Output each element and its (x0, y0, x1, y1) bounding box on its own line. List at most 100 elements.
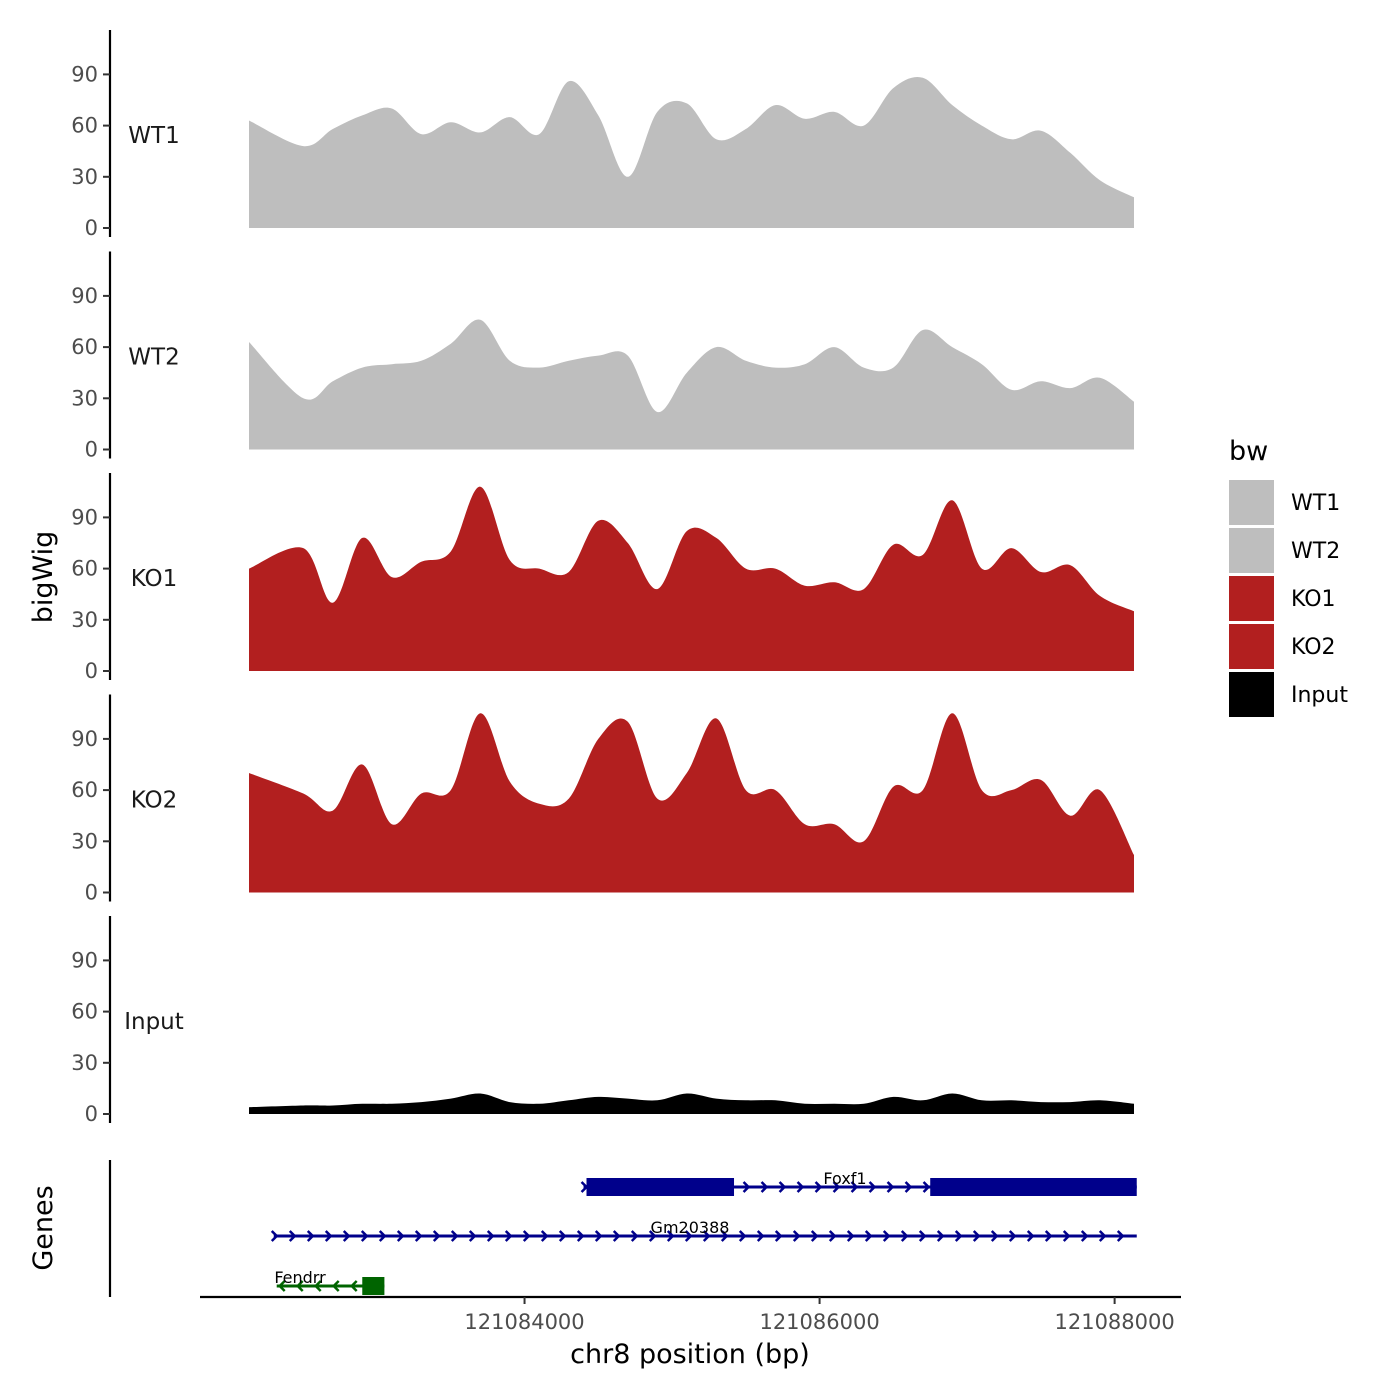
legend-key-ko1 (1229, 576, 1274, 621)
track-label-wt1: WT1 (128, 123, 179, 149)
y-tick-label: 90 (71, 727, 98, 751)
gene-label: Gm20388 (651, 1218, 730, 1237)
strand-arrow (886, 1181, 895, 1193)
x-axis: 121084000 121086000 121088000 (200, 1295, 1181, 1334)
legend-label-input: Input (1291, 683, 1348, 708)
legend: bw WT1 WT2 KO1 KO2 Input (1229, 436, 1348, 717)
exon (930, 1178, 1137, 1196)
strand-arrow (1116, 1230, 1125, 1242)
track-panels: 0 30 60 90 WT1 0 30 60 90 WT2 0 30 60 90 KO1 0 30 60 90 KO2… (71, 30, 1134, 1126)
legend-label-wt2: WT2 (1291, 539, 1340, 564)
strand-arrow (666, 1230, 675, 1242)
strand-arrow (324, 1230, 333, 1242)
exon (586, 1178, 735, 1196)
track-label-wt2: WT2 (128, 345, 179, 371)
strand-arrow (594, 1230, 603, 1242)
strand-arrow (796, 1181, 805, 1193)
strand-arrow (900, 1230, 909, 1242)
strand-arrow (868, 1181, 877, 1193)
strand-arrow (432, 1230, 441, 1242)
gene-label: Fendrr (274, 1268, 326, 1287)
y-tick-label: 90 (71, 505, 98, 529)
strand-arrow (1008, 1230, 1017, 1242)
y-tick-label: 90 (71, 284, 98, 308)
strand-arrow (540, 1230, 549, 1242)
x-tick-label: 121084000 (464, 1310, 584, 1334)
strand-arrow (1062, 1230, 1071, 1242)
track-panel-input: 0 30 60 90 Input (71, 916, 1134, 1126)
strand-arrow (295, 1280, 304, 1292)
strand-arrow (277, 1280, 286, 1292)
strand-arrow (558, 1230, 567, 1242)
strand-arrow (846, 1230, 855, 1242)
y-tick-label: 0 (85, 659, 98, 683)
strand-arrow (832, 1181, 841, 1193)
track-label-ko1: KO1 (131, 566, 178, 592)
genes-panel: Foxf1 Gm20388 Fendrr (108, 1160, 1137, 1297)
strand-arrow (378, 1230, 387, 1242)
gene-gm20388: Gm20388 (270, 1218, 1137, 1242)
strand-arrow (1026, 1230, 1035, 1242)
strand-arrow (468, 1230, 477, 1242)
strand-arrow (738, 1230, 747, 1242)
area-ko2 (249, 713, 1134, 893)
area-wt1 (249, 77, 1134, 228)
strand-arrow (774, 1230, 783, 1242)
strand-arrow (648, 1230, 657, 1242)
strand-arrow (702, 1230, 711, 1242)
strand-arrow (349, 1280, 358, 1292)
y-tick-label: 60 (71, 335, 98, 359)
strand-arrow (882, 1230, 891, 1242)
legend-key-wt1 (1229, 480, 1274, 525)
strand-arrow (342, 1230, 351, 1242)
y-tick-label: 90 (71, 948, 98, 972)
strand-arrow (864, 1230, 873, 1242)
legend-label-wt1: WT1 (1291, 491, 1340, 516)
strand-arrow (612, 1230, 621, 1242)
strand-arrow (486, 1230, 495, 1242)
strand-arrow (742, 1181, 751, 1193)
gene-label: Foxf1 (823, 1169, 866, 1188)
legend-label-ko1: KO1 (1291, 587, 1336, 612)
y-tick-label: 0 (85, 1102, 98, 1126)
strand-arrow (414, 1230, 423, 1242)
strand-arrow (954, 1230, 963, 1242)
y-tick-label: 0 (85, 438, 98, 462)
legend-key-ko2 (1229, 624, 1274, 669)
y-tick-label: 30 (71, 608, 98, 632)
strand-arrow (576, 1230, 585, 1242)
strand-arrow (313, 1280, 322, 1292)
y-tick-label: 30 (71, 165, 98, 189)
legend-key-input (1229, 672, 1274, 717)
strand-arrow (814, 1181, 823, 1193)
genes-axis-title: Genes (28, 1185, 59, 1270)
area-input (249, 1093, 1134, 1114)
strand-arrow (792, 1230, 801, 1242)
strand-arrow (450, 1230, 459, 1242)
track-panel-wt1: 0 30 60 90 WT1 (71, 30, 1134, 240)
track-panel-ko1: 0 30 60 90 KO1 (71, 473, 1134, 683)
legend-title: bw (1229, 436, 1268, 467)
x-tick-label: 121088000 (1054, 1310, 1174, 1334)
gene-fendrr: Fendrr (274, 1268, 385, 1295)
strand-arrow (990, 1230, 999, 1242)
strand-arrow (288, 1230, 297, 1242)
strand-arrow (306, 1230, 315, 1242)
y-tick-label: 30 (71, 829, 98, 853)
gene-foxf1: Foxf1 (580, 1169, 1137, 1196)
strand-arrow (760, 1181, 769, 1193)
track-panel-ko2: 0 30 60 90 KO2 (71, 694, 1134, 905)
area-wt2 (249, 319, 1134, 450)
y-tick-label: 0 (85, 881, 98, 905)
strand-arrow (972, 1230, 981, 1242)
y-tick-label: 90 (71, 62, 98, 86)
strand-arrow (1044, 1230, 1053, 1242)
strand-arrow (936, 1230, 945, 1242)
strand-arrow (396, 1230, 405, 1242)
y-tick-label: 30 (71, 386, 98, 410)
strand-arrow (522, 1230, 531, 1242)
strand-arrow (810, 1230, 819, 1242)
strand-arrow (630, 1230, 639, 1242)
x-axis-title: chr8 position (bp) (570, 1339, 810, 1370)
y-tick-label: 0 (85, 216, 98, 240)
